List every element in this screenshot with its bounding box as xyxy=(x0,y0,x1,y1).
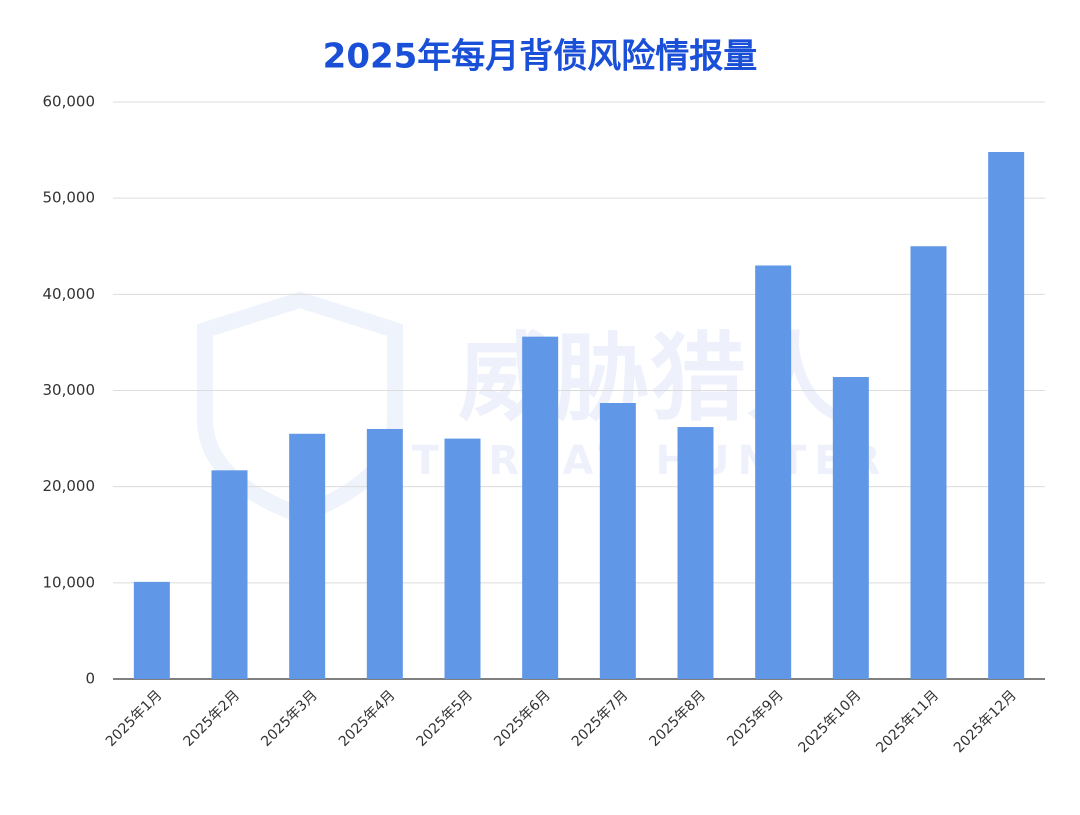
bar xyxy=(755,265,792,679)
x-tick-label: 2025年2月 xyxy=(181,687,244,750)
bar xyxy=(677,427,714,679)
y-tick-label: 60,000 xyxy=(43,93,96,111)
bar xyxy=(522,336,559,679)
x-tick-label: 2025年7月 xyxy=(569,687,632,750)
bar xyxy=(366,428,403,679)
y-tick-label: 50,000 xyxy=(43,189,96,207)
y-tick-label: 10,000 xyxy=(43,573,96,591)
x-tick-label: 2025年4月 xyxy=(336,687,399,750)
y-tick-label: 20,000 xyxy=(43,477,96,495)
x-tick-label: 2025年1月 xyxy=(103,687,166,750)
watermark-subtext: THREAT HUNTER xyxy=(412,438,889,484)
bar xyxy=(444,438,481,679)
x-tick-label: 2025年6月 xyxy=(491,687,554,750)
x-tick-label: 2025年9月 xyxy=(724,687,787,750)
bar xyxy=(910,246,947,679)
chart-title: 2025年每月背债风险情报量 xyxy=(323,37,758,77)
bar xyxy=(988,152,1025,680)
x-tick-label: 2025年11月 xyxy=(873,687,942,756)
bar xyxy=(211,470,248,679)
y-tick-label: 0 xyxy=(85,670,95,688)
x-tick-label: 2025年12月 xyxy=(951,687,1020,756)
bar xyxy=(289,433,326,679)
x-tick-label: 2025年3月 xyxy=(258,687,321,750)
bar xyxy=(599,403,636,679)
bar xyxy=(832,377,869,679)
y-tick-label: 40,000 xyxy=(43,285,96,303)
x-tick-label: 2025年5月 xyxy=(414,687,477,750)
y-tick-label: 30,000 xyxy=(43,381,96,399)
bar xyxy=(133,581,170,679)
x-tick-label: 2025年8月 xyxy=(647,687,710,750)
x-tick-label: 2025年10月 xyxy=(796,687,865,756)
